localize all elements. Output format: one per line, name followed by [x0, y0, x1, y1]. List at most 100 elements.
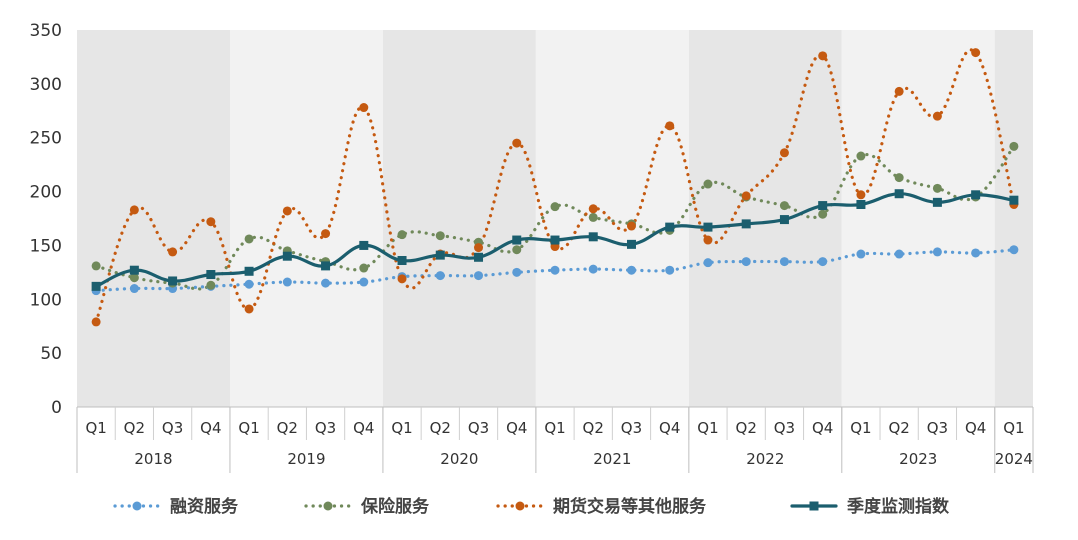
data-point [129, 265, 139, 275]
x-tick-label: Q2 [888, 419, 909, 437]
data-point [665, 222, 675, 232]
legend-label-0: 融资服务 [170, 496, 239, 517]
legend-marker [132, 501, 142, 511]
data-point [703, 258, 713, 268]
x-tick-label: Q1 [238, 419, 259, 437]
year-band-2022 [688, 30, 842, 407]
year-label: 2020 [440, 450, 478, 468]
data-point [1009, 195, 1019, 205]
x-tick-label: Q2 [736, 419, 757, 437]
data-point [359, 277, 369, 287]
year-bands [77, 30, 1033, 407]
data-point [741, 257, 751, 267]
data-point [244, 266, 254, 276]
data-point [244, 304, 254, 314]
data-point [588, 232, 598, 242]
year-band-2023 [841, 30, 995, 407]
data-point [894, 249, 904, 259]
data-point [741, 191, 751, 201]
data-point [359, 263, 369, 273]
year-label: 2021 [593, 450, 631, 468]
year-label: 2018 [134, 450, 172, 468]
data-point [282, 277, 292, 287]
year-band-2024 [994, 30, 1033, 407]
data-point [856, 249, 866, 259]
y-tick-label: 350 [30, 21, 62, 41]
x-tick-label: Q1 [1003, 419, 1024, 437]
data-point [550, 202, 560, 212]
x-tick-label: Q2 [583, 419, 604, 437]
data-point [588, 264, 598, 274]
data-point [282, 251, 292, 261]
x-tick-label: Q2 [277, 419, 298, 437]
series-markers [91, 48, 1019, 327]
x-tick-label: Q1 [850, 419, 871, 437]
data-point [474, 243, 484, 253]
legend-label-1: 保险服务 [360, 496, 430, 517]
y-tick-label: 250 [30, 129, 62, 149]
data-point [91, 317, 101, 327]
data-point [894, 86, 904, 96]
data-point [971, 48, 981, 58]
year-band-2021 [535, 30, 689, 407]
axes [76, 406, 1034, 473]
data-point [856, 151, 866, 161]
data-point [359, 240, 369, 250]
x-tick-label: Q3 [315, 419, 336, 437]
data-point [321, 261, 331, 271]
data-point [512, 235, 522, 245]
data-point [779, 148, 789, 158]
data-point [856, 199, 866, 209]
x-tick-label: Q4 [659, 419, 680, 437]
y-tick-label: 0 [51, 398, 62, 418]
data-point [818, 209, 828, 219]
data-point [397, 256, 407, 266]
legend-label-3: 季度监测指数 [847, 496, 950, 517]
data-point [282, 206, 292, 216]
data-point [703, 222, 713, 232]
data-point [818, 51, 828, 61]
data-point [129, 273, 139, 283]
data-point [588, 204, 598, 214]
data-point [512, 138, 522, 148]
x-tick-label: Q1 [697, 419, 718, 437]
data-point [894, 189, 904, 199]
data-point [779, 201, 789, 211]
legend-marker [323, 501, 333, 511]
data-point [435, 231, 445, 241]
legend-marker [809, 501, 819, 511]
data-point [665, 121, 675, 131]
data-point [626, 239, 636, 249]
y-tick-label: 300 [30, 75, 62, 95]
legend-marker [515, 501, 525, 511]
data-point [626, 221, 636, 231]
data-point [932, 247, 942, 257]
data-point [932, 197, 942, 207]
x-tick-label: Q3 [621, 419, 642, 437]
y-tick-label: 150 [30, 236, 62, 256]
data-point [588, 212, 598, 222]
y-tick-label: 200 [30, 183, 62, 203]
data-point [856, 190, 866, 200]
data-point [397, 274, 407, 284]
data-point [1009, 245, 1019, 255]
legend: 融资服务 保险服务 期货交易等其他服务 季度监测指数 [113, 496, 950, 517]
x-tick-label: Q4 [200, 419, 221, 437]
x-tick-label: Q1 [391, 419, 412, 437]
data-point [971, 190, 981, 200]
x-tick-label: Q3 [162, 419, 183, 437]
data-point [129, 205, 139, 215]
y-axis-ticks: 0 50 100 150 200 250 300 350 [30, 21, 62, 418]
data-point [397, 230, 407, 240]
x-tick-label: Q4 [353, 419, 374, 437]
data-point [1009, 141, 1019, 151]
x-tick-label: Q4 [506, 419, 527, 437]
data-point [206, 217, 216, 227]
x-tick-label: Q1 [544, 419, 565, 437]
year-label: 2024 [995, 450, 1033, 468]
data-point [512, 267, 522, 277]
data-point [626, 265, 636, 275]
data-point [779, 215, 789, 225]
data-point [129, 284, 139, 294]
data-point [971, 248, 981, 258]
